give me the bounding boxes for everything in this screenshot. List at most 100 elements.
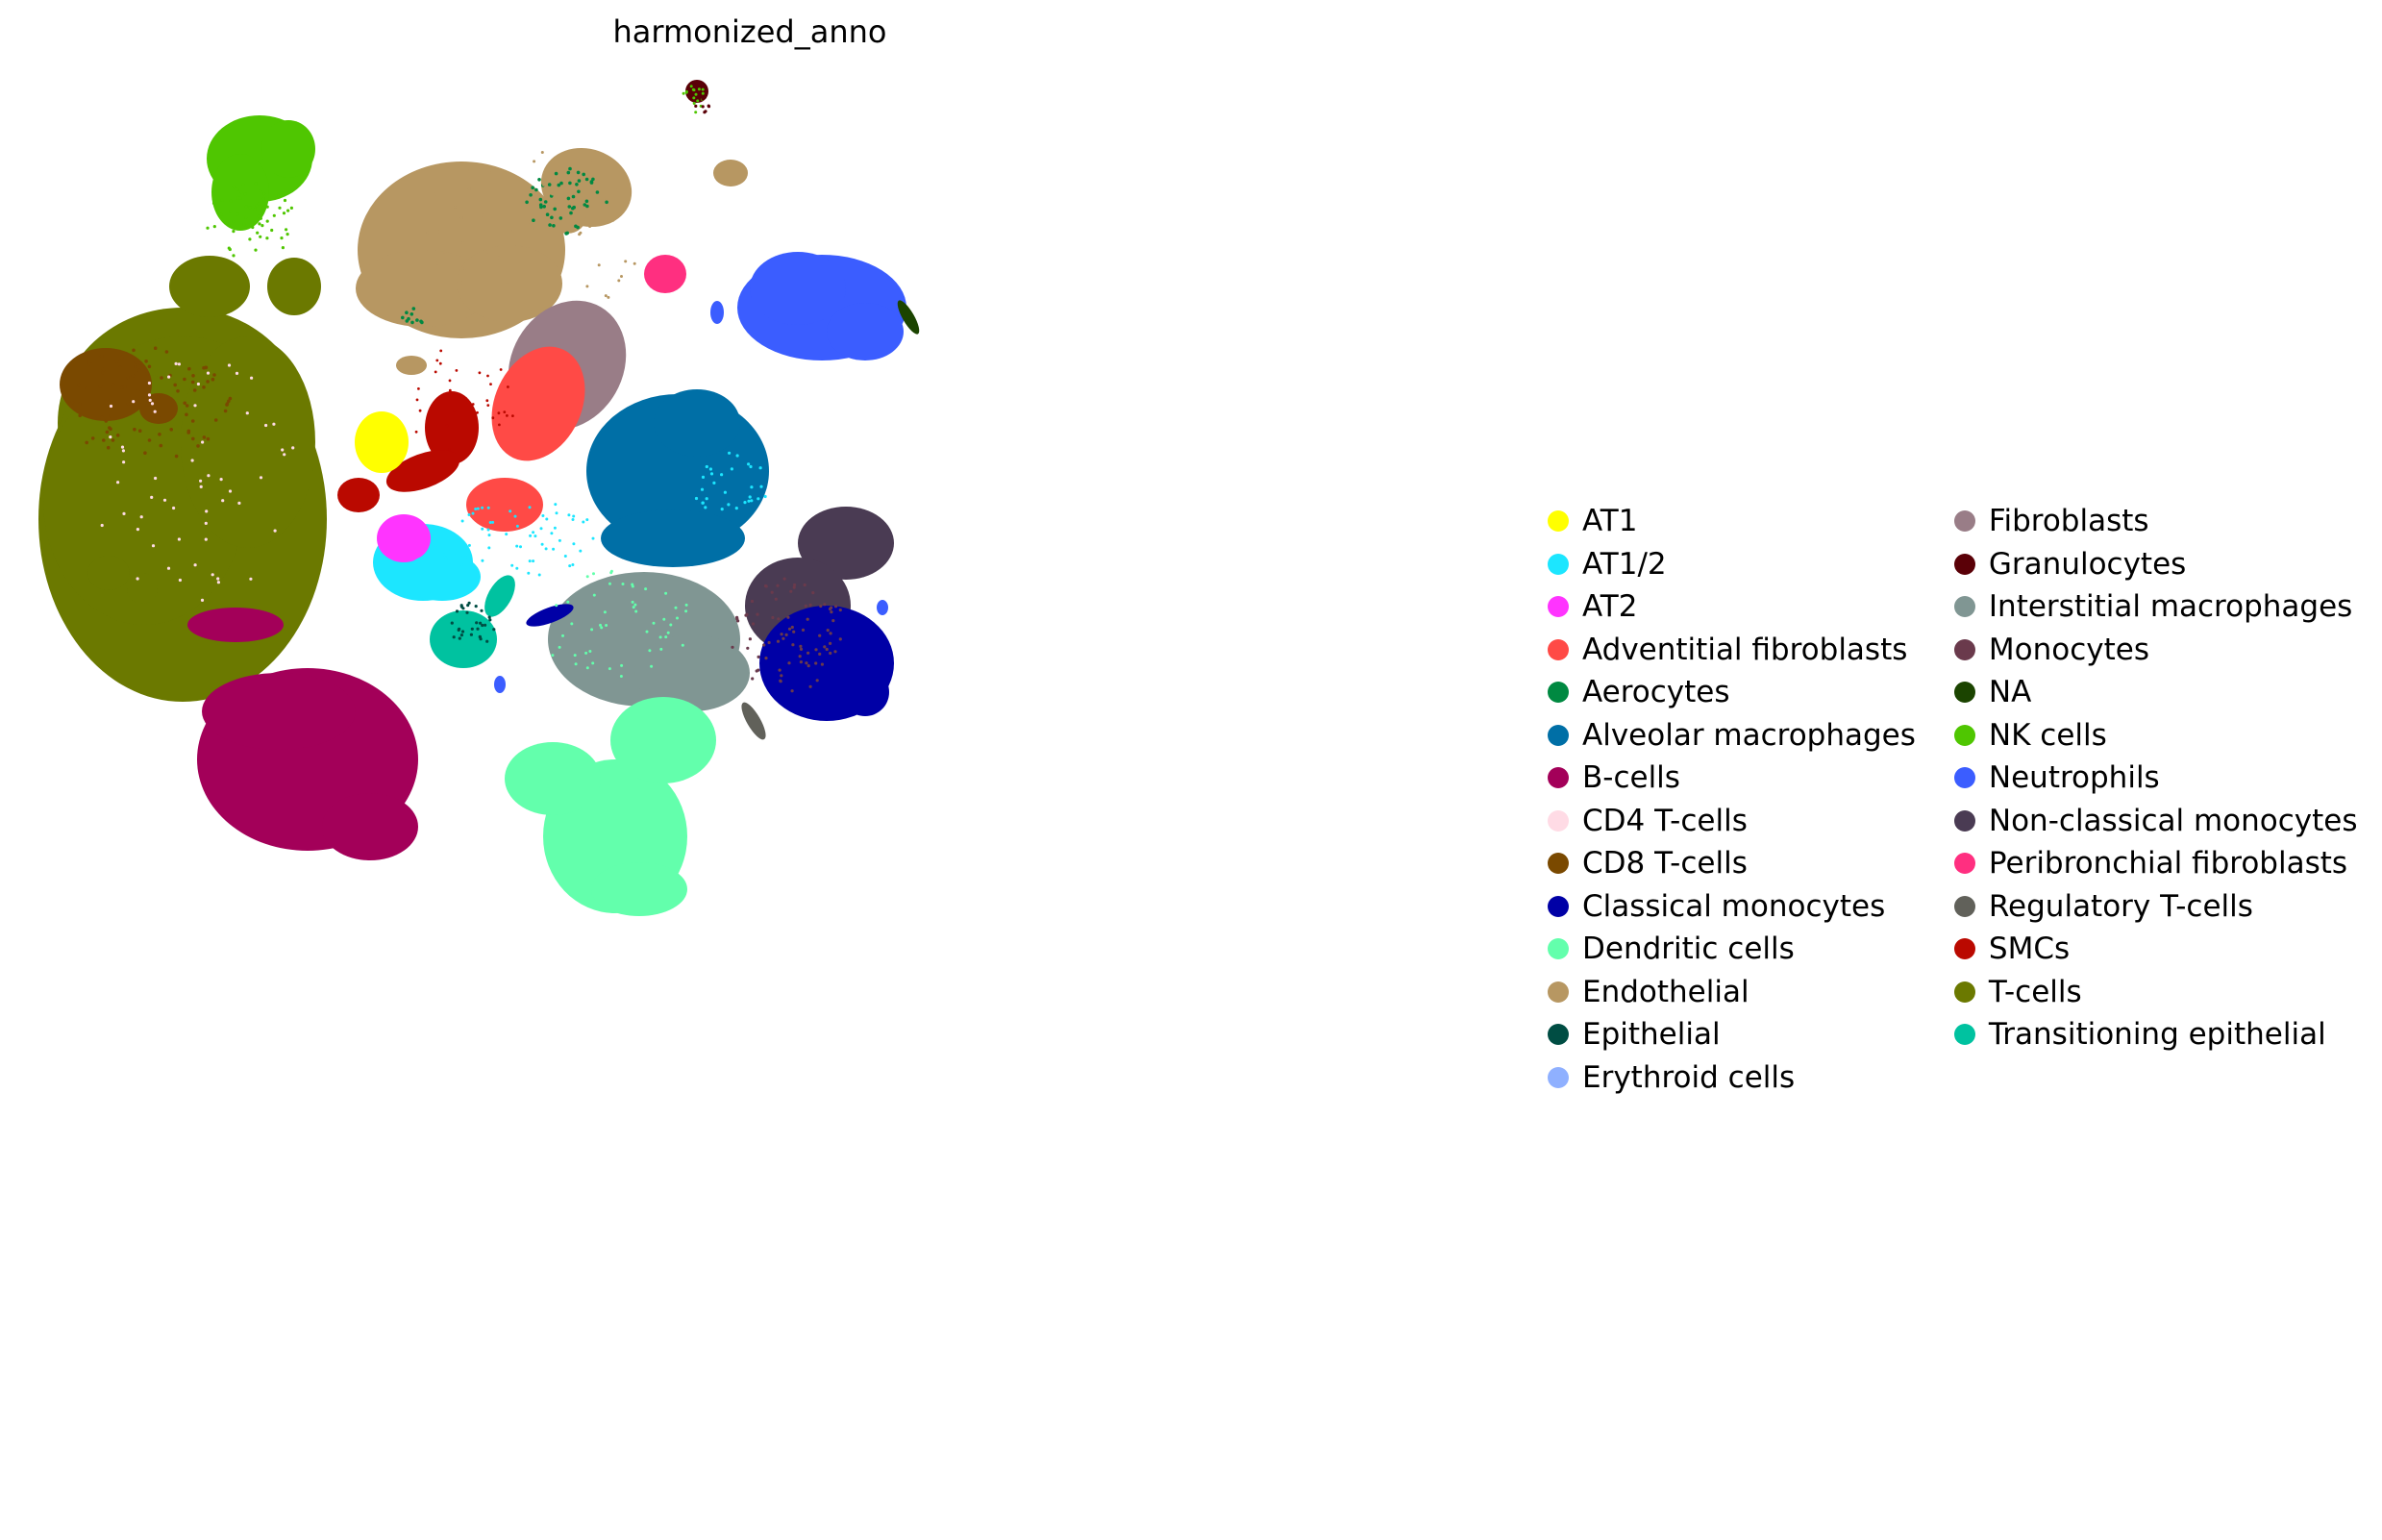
- scatter-point-cd4-t-cells: [235, 371, 239, 375]
- scatter-point-dendritic-cells: [645, 630, 649, 633]
- scatter-point-nk-cells: [692, 88, 696, 92]
- scatter-point-smcs: [417, 387, 420, 390]
- scatter-point-epithelial: [475, 621, 479, 625]
- scatter-point-cd8-t-cells: [109, 427, 112, 432]
- scatter-point-cd8-t-cells: [120, 385, 124, 390]
- scatter-point-at1-2: [700, 487, 705, 491]
- scatter-point-at1-2: [708, 467, 713, 471]
- cluster-b-cells: [187, 608, 284, 642]
- scatter-point-aerocytes: [538, 197, 543, 202]
- scatter-point-endothelial: [633, 261, 636, 265]
- cluster-alveolar-macrophages: [601, 509, 745, 567]
- scatter-point-monocytes: [799, 660, 804, 664]
- legend-item: AT2: [1548, 585, 1916, 629]
- scatter-point-endothelial: [485, 250, 489, 254]
- scatter-point-nk-cells: [277, 193, 281, 198]
- legend-marker: [1548, 596, 1569, 618]
- cluster-at2: [377, 514, 431, 562]
- scatter-point-cd8-t-cells: [190, 419, 195, 423]
- scatter-point-endothelial: [556, 195, 559, 199]
- scatter-point-cd4-t-cells: [199, 479, 203, 483]
- scatter-point-aerocytes: [401, 315, 405, 320]
- scatter-point-smcs: [476, 410, 479, 414]
- scatter-point-smcs: [438, 361, 442, 365]
- scatter-point-dendritic-cells: [652, 621, 656, 625]
- scatter-point-smcs: [445, 424, 449, 428]
- scatter-point-smcs: [471, 403, 475, 406]
- scatter-point-nk-cells: [262, 191, 266, 196]
- scatter-point-endothelial: [467, 187, 471, 190]
- scatter-point-cd4-t-cells: [227, 363, 232, 367]
- scatter-point-endothelial: [607, 295, 610, 299]
- scatter-point-monocytes: [829, 651, 832, 656]
- legend-item: T-cells: [1953, 971, 2358, 1014]
- scatter-point-at1-2: [585, 518, 589, 522]
- scatter-point-monocytes: [806, 617, 809, 621]
- scatter-point-epithelial: [452, 635, 456, 639]
- scatter-point-at1-2: [515, 566, 519, 570]
- scatter-point-monocytes: [777, 617, 781, 621]
- scatter-point-cd8-t-cells: [120, 355, 124, 360]
- scatter-point-epithelial: [484, 623, 487, 627]
- scatter-point-cd4-t-cells: [100, 523, 104, 528]
- scatter-point-dendritic-cells: [658, 635, 662, 639]
- legend-item: AT1: [1548, 500, 1916, 543]
- scatter-point-cd8-t-cells: [134, 360, 138, 364]
- scatter-point-aerocytes: [534, 187, 538, 192]
- scatter-point-cd8-t-cells: [77, 383, 81, 387]
- cluster-classical-monocytes: [526, 604, 574, 627]
- scatter-point-endothelial: [481, 213, 484, 217]
- legend-label: Classical monocytes: [1582, 888, 1886, 924]
- legend-item: Non-classical monocytes: [1953, 800, 2358, 843]
- scatter-point-aerocytes: [571, 194, 576, 199]
- scatter-point-cd4-t-cells: [193, 563, 197, 567]
- legend-label: Erythroid cells: [1582, 1059, 1796, 1095]
- legend-item: Endothelial: [1548, 971, 1916, 1014]
- scatter-point-cd8-t-cells: [202, 435, 207, 439]
- cluster-endothelial: [356, 250, 490, 327]
- scatter-point-aerocytes: [554, 171, 558, 176]
- scatter-point-aerocytes: [405, 310, 409, 315]
- scatter-point-dendritic-cells: [621, 583, 625, 585]
- scatter-point-at1-2: [591, 536, 595, 540]
- scatter-point-monocytes: [731, 645, 734, 649]
- scatter-point-smcs: [511, 414, 514, 417]
- scatter-point-nk-cells: [232, 254, 236, 258]
- scatter-point-cd8-t-cells: [87, 361, 92, 366]
- scatter-point-aerocytes: [409, 312, 414, 316]
- scatter-point-smcs: [453, 410, 457, 412]
- scatter-point-dendritic-cells: [608, 667, 611, 671]
- scatter-point-at1-2: [582, 520, 585, 524]
- scatter-point-aerocytes: [583, 203, 587, 207]
- scatter-point-aerocytes: [571, 206, 575, 211]
- scatter-point-cd4-t-cells: [153, 410, 157, 413]
- scatter-point-at1-2: [743, 501, 747, 505]
- scatter-point-nk-cells: [254, 248, 258, 252]
- scatter-point-cd8-t-cells: [176, 389, 180, 393]
- scatter-point-cd8-t-cells: [133, 427, 136, 432]
- legend-marker: [1548, 938, 1569, 960]
- scatter-point-cd4-t-cells: [206, 371, 211, 375]
- scatter-point-at1-2: [558, 538, 561, 542]
- scatter-point-aerocytes: [411, 307, 416, 310]
- scatter-point-nk-cells: [238, 196, 242, 200]
- scatter-point-cd4-t-cells: [162, 498, 167, 502]
- scatter-point-cd8-t-cells: [143, 451, 147, 456]
- legend-label: Adventitial fibroblasts: [1582, 632, 1908, 667]
- scatter-point-at1-2: [532, 531, 535, 534]
- scatter-point-epithelial: [458, 636, 461, 640]
- scatter-point-monocytes: [782, 636, 785, 640]
- scatter-point-endothelial: [597, 263, 601, 267]
- scatter-point-cd8-t-cells: [183, 401, 186, 406]
- scatter-point-at1-2: [515, 544, 519, 548]
- scatter-point-at1-2: [747, 499, 751, 503]
- cluster-regulatory-t-cells: [741, 702, 766, 740]
- scatter-point-endothelial: [505, 280, 509, 284]
- scatter-point-at1-2: [579, 549, 583, 553]
- scatter-point-aerocytes: [575, 183, 579, 186]
- scatter-point-aerocytes: [585, 204, 589, 209]
- scatter-point-aerocytes: [589, 181, 594, 185]
- scatter-point-cd4-t-cells: [291, 446, 295, 450]
- scatter-point-cd4-t-cells: [211, 573, 214, 577]
- scatter-point-nk-cells: [258, 222, 261, 226]
